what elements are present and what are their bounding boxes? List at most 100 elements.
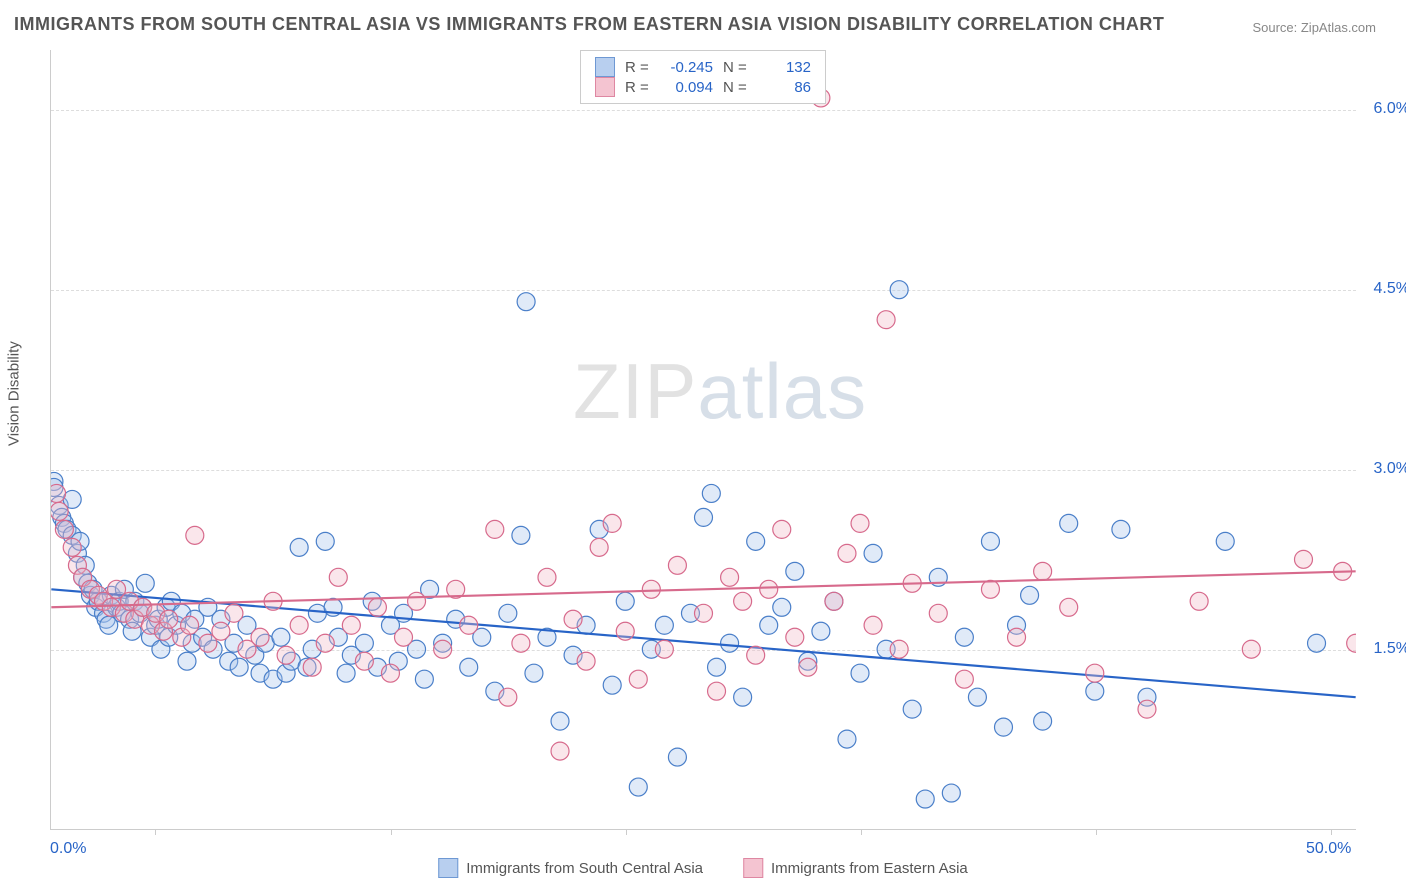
scatter-point — [290, 538, 308, 556]
legend-swatch — [438, 858, 458, 878]
stat-r-value: -0.245 — [661, 59, 713, 76]
scatter-point — [864, 616, 882, 634]
scatter-point — [668, 748, 686, 766]
scatter-point — [655, 640, 673, 658]
scatter-point — [942, 784, 960, 802]
scatter-point — [773, 520, 791, 538]
scatter-point — [512, 526, 530, 544]
scatter-point — [655, 616, 673, 634]
scatter-point — [995, 718, 1013, 736]
scatter-point — [251, 628, 269, 646]
scatter-point — [230, 658, 248, 676]
stat-n-label: N = — [723, 79, 749, 96]
scatter-point — [747, 646, 765, 664]
scatter-point — [1190, 592, 1208, 610]
scatter-point — [1086, 664, 1104, 682]
trend-line — [51, 571, 1355, 607]
scatter-point — [1295, 550, 1313, 568]
scatter-point — [1138, 700, 1156, 718]
chart-title: IMMIGRANTS FROM SOUTH CENTRAL ASIA VS IM… — [14, 14, 1164, 35]
scatter-point — [616, 592, 634, 610]
x-tick-mark — [626, 829, 627, 835]
source-value: ZipAtlas.com — [1301, 20, 1376, 35]
scatter-point — [695, 604, 713, 622]
scatter-point — [642, 580, 660, 598]
scatter-point — [590, 538, 608, 556]
scatter-point — [955, 628, 973, 646]
scatter-point — [890, 640, 908, 658]
scatter-point — [864, 544, 882, 562]
scatter-point — [916, 790, 934, 808]
stat-r-label: R = — [625, 59, 651, 76]
scatter-point — [512, 634, 530, 652]
legend-swatch — [595, 77, 615, 97]
scatter-point — [1008, 628, 1026, 646]
x-tick-mark — [391, 829, 392, 835]
legend-series-label: Immigrants from South Central Asia — [466, 860, 703, 877]
scatter-point — [186, 526, 204, 544]
scatter-point — [577, 652, 595, 670]
scatter-point — [851, 664, 869, 682]
scatter-point — [460, 616, 478, 634]
scatter-point — [721, 568, 739, 586]
scatter-point — [329, 568, 347, 586]
scatter-point — [63, 538, 81, 556]
scatter-point — [708, 682, 726, 700]
scatter-point — [434, 640, 452, 658]
source-label: Source: — [1252, 20, 1300, 35]
scatter-point — [408, 592, 426, 610]
scatter-point — [1034, 562, 1052, 580]
scatter-point — [342, 616, 360, 634]
scatter-point — [1112, 520, 1130, 538]
scatter-point — [734, 592, 752, 610]
scatter-point — [825, 592, 843, 610]
scatter-point — [272, 628, 290, 646]
scatter-point — [160, 610, 178, 628]
legend-stats-box: R =-0.245N =132R =0.094N =86 — [580, 50, 826, 104]
scatter-point — [316, 634, 334, 652]
scatter-point — [981, 532, 999, 550]
scatter-point — [277, 646, 295, 664]
legend-stat-row: R =-0.245N =132 — [595, 57, 811, 77]
legend-series-item: Immigrants from Eastern Asia — [743, 858, 968, 878]
scatter-point — [181, 616, 199, 634]
scatter-point — [786, 628, 804, 646]
scatter-point — [812, 622, 830, 640]
scatter-point — [747, 532, 765, 550]
scatter-point — [1021, 586, 1039, 604]
scatter-point — [303, 658, 321, 676]
y-tick-label: 3.0% — [1374, 460, 1406, 478]
scatter-point — [499, 604, 517, 622]
legend-series-label: Immigrants from Eastern Asia — [771, 860, 968, 877]
scatter-point — [629, 670, 647, 688]
x-tick-mark — [1331, 829, 1332, 835]
scatter-point — [721, 634, 739, 652]
scatter-point — [702, 484, 720, 502]
scatter-point — [616, 622, 634, 640]
scatter-point — [486, 520, 504, 538]
scatter-point — [381, 664, 399, 682]
legend-stat-row: R =0.094N =86 — [595, 77, 811, 97]
stat-n-value: 86 — [759, 79, 811, 96]
scatter-point — [1034, 712, 1052, 730]
stat-r-label: R = — [625, 79, 651, 96]
scatter-point — [786, 562, 804, 580]
scatter-point — [136, 574, 154, 592]
scatter-point — [395, 628, 413, 646]
scatter-point — [517, 293, 535, 311]
scatter-point — [337, 664, 355, 682]
scatter-point — [668, 556, 686, 574]
scatter-point — [551, 712, 569, 730]
x-axis-min-label: 0.0% — [50, 840, 86, 858]
scatter-point — [415, 670, 433, 688]
scatter-point — [838, 544, 856, 562]
scatter-point — [499, 688, 517, 706]
scatter-point — [981, 580, 999, 598]
scatter-point — [212, 622, 230, 640]
scatter-point — [1086, 682, 1104, 700]
legend-series: Immigrants from South Central Asia Immigr… — [438, 858, 968, 878]
scatter-point — [708, 658, 726, 676]
scatter-point — [368, 598, 386, 616]
plot-area: ZIPatlas 1.5%3.0%4.5%6.0% — [50, 50, 1356, 830]
scatter-point — [355, 652, 373, 670]
